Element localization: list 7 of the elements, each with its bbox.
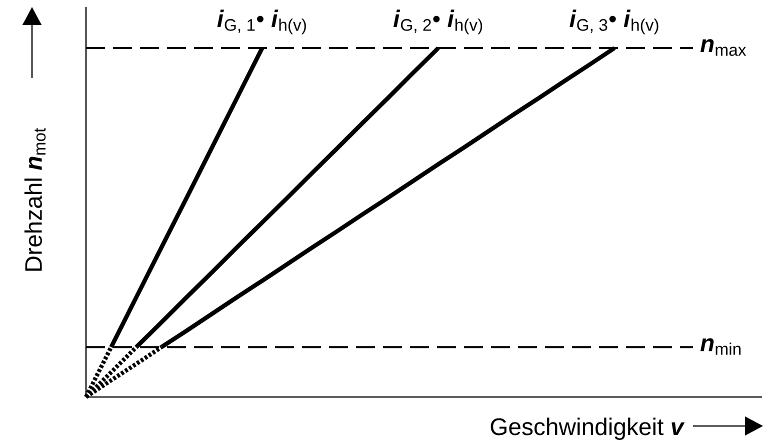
ref-line-label: n$_{max}$ <box>700 39 746 56</box>
series-label: i$_{G, 1}$• i$_{h(v)}$ <box>217 10 306 34</box>
ref-line-label: n$_{min}$ <box>700 338 741 355</box>
x-axis-title: Geschwindigkeit v <box>490 418 685 440</box>
series-label: i$_{G, 3}$• i$_{h(v)}$ <box>570 10 658 34</box>
y-axis-title: Drehzahl n$_{mot}$ <box>24 128 46 271</box>
series-label: i$_{G, 2}$• i$_{h(v)}$ <box>393 10 482 34</box>
